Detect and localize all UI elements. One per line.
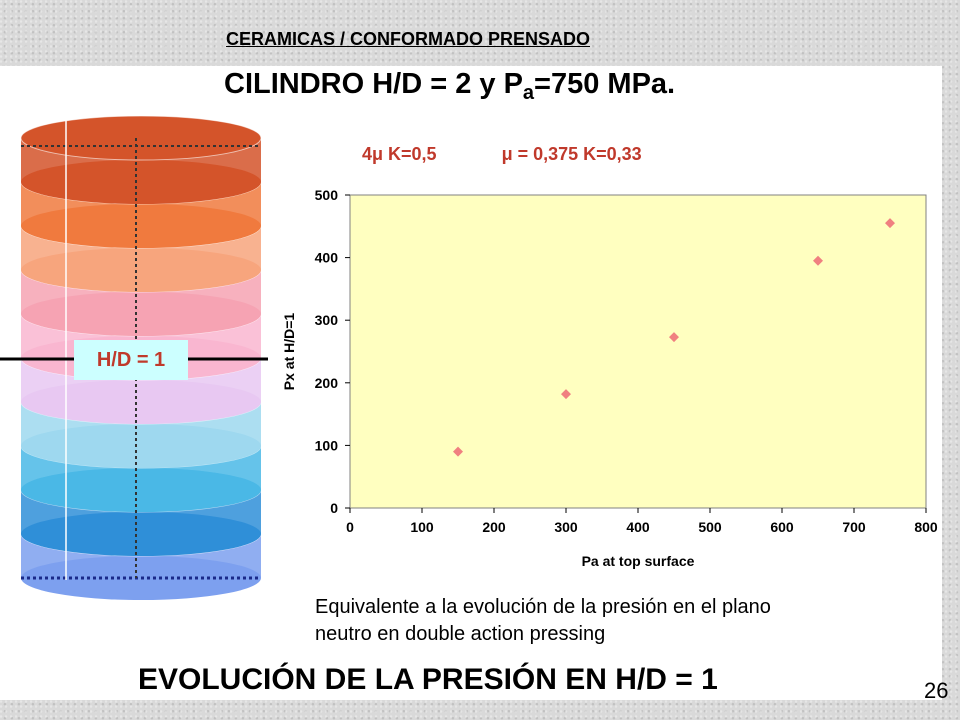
- page-title: CILINDRO H/D = 2 y Pa=750 MPa.: [224, 68, 675, 105]
- cylinder-layer: [20, 115, 262, 204]
- x-tick-label: 300: [554, 519, 578, 535]
- hd-label: H/D = 1: [74, 340, 188, 380]
- x-tick-label: 200: [482, 519, 506, 535]
- caption: Equivalente a la evolución de la presión…: [315, 594, 925, 648]
- y-tick-label: 300: [315, 312, 339, 328]
- x-tick-label: 0: [346, 519, 354, 535]
- parameter-legend: 4μ K=0,5 μ = 0,375 K=0,33: [362, 144, 642, 165]
- bottom-title: EVOLUCIÓN DE LA PRESIÓN EN H/D = 1: [138, 663, 718, 696]
- section-title: CERAMICAS / CONFORMADO PRENSADO: [226, 29, 591, 49]
- x-tick-label: 500: [698, 519, 722, 535]
- title-subscript: a: [522, 82, 535, 104]
- caption-line-1: Equivalente a la evolución de la presión…: [315, 596, 771, 618]
- data-point: [561, 389, 571, 400]
- y-tick-label: 200: [315, 375, 339, 391]
- scatter-chart: 0 100 200 300 400 500 600 700 800 0 100 200 300 400 50…: [281, 187, 938, 569]
- x-tick-label: 100: [410, 519, 434, 535]
- param-second: μ = 0,375 K=0,33: [501, 144, 642, 164]
- y-axis-label: Px at H/D=1: [281, 313, 297, 391]
- page-number: 26: [924, 678, 949, 703]
- data-point: [453, 446, 463, 457]
- y-tick-label: 400: [315, 250, 339, 266]
- data-point: [669, 332, 679, 343]
- x-tick-label: 700: [842, 519, 866, 535]
- plot-area: [349, 194, 927, 509]
- data-point: [885, 218, 895, 229]
- y-tick-label: 100: [315, 437, 339, 453]
- x-axis-label: Pa at top surface: [582, 553, 695, 569]
- caption-line-2: neutro en double action pressing: [315, 623, 606, 645]
- x-tick-label: 400: [626, 519, 650, 535]
- x-tick-label: 800: [914, 519, 938, 535]
- param-first: 4μ K=0,5: [362, 144, 437, 164]
- x-tick-label: 600: [770, 519, 794, 535]
- title-prefix: CILINDRO H/D = 2 y P: [224, 68, 523, 100]
- data-point: [813, 255, 823, 266]
- title-suffix: =750 MPa.: [534, 68, 676, 100]
- y-tick-label: 500: [315, 187, 339, 203]
- y-tick-label: 0: [330, 500, 338, 516]
